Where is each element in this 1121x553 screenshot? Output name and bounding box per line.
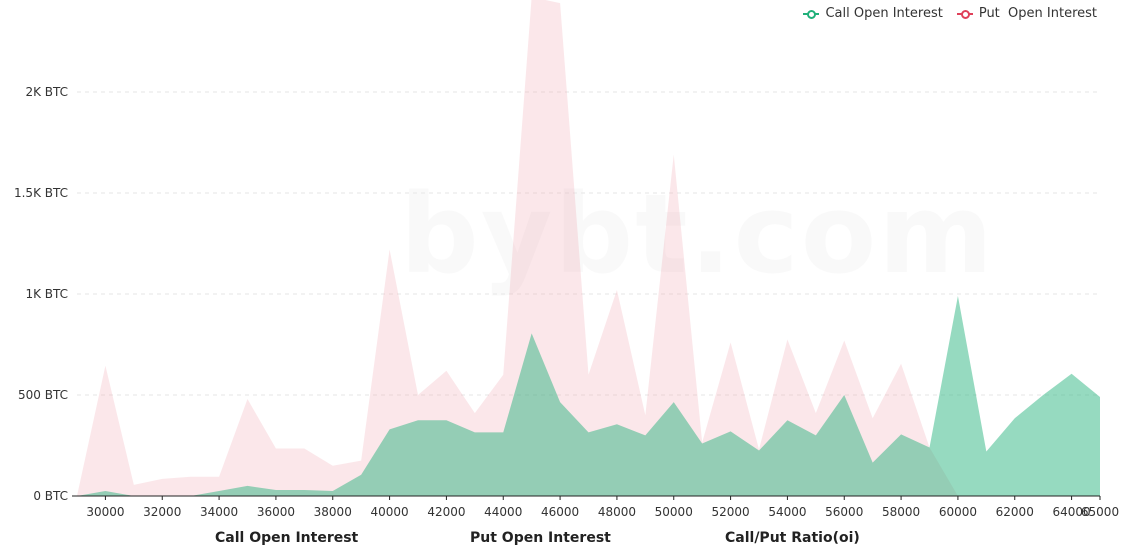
legend-label-call: Call Open Interest xyxy=(825,6,943,21)
x-tick-label: 60000 xyxy=(939,505,977,519)
x-tick-label: 56000 xyxy=(825,505,863,519)
legend-item-call[interactable]: Call Open Interest xyxy=(803,6,943,21)
x-tick-label: 64000 xyxy=(1052,505,1090,519)
x-tick-label: 44000 xyxy=(484,505,522,519)
x-tick-label: 50000 xyxy=(655,505,693,519)
chart-tabs: Call Open Interest Put Open Interest Cal… xyxy=(0,530,1121,552)
x-tick-label: 52000 xyxy=(711,505,749,519)
x-tick-label: 46000 xyxy=(541,505,579,519)
x-tick-label: 38000 xyxy=(314,505,352,519)
x-tick-label: 32000 xyxy=(143,505,181,519)
x-tick-label: 40000 xyxy=(370,505,408,519)
y-tick-label: 1.5K BTC xyxy=(14,186,68,200)
x-tick-label: 34000 xyxy=(200,505,238,519)
x-tick-label: 62000 xyxy=(996,505,1034,519)
x-tick-label: 54000 xyxy=(768,505,806,519)
y-tick-label: 1K BTC xyxy=(25,287,68,301)
legend-label-put: Put Open Interest xyxy=(978,6,1097,21)
x-tick-label: 48000 xyxy=(598,505,636,519)
series-area-call xyxy=(77,296,1100,496)
x-tick-label: 36000 xyxy=(257,505,295,519)
y-tick-label: 0 BTC xyxy=(33,489,68,503)
x-tick-label: 58000 xyxy=(882,505,920,519)
series-area-put xyxy=(77,0,1100,496)
x-tick-label: 42000 xyxy=(427,505,465,519)
y-tick-label: 2K BTC xyxy=(25,85,68,99)
tab-put-open-interest[interactable]: Put Open Interest xyxy=(470,530,611,546)
legend-item-put[interactable]: Put Open Interest xyxy=(956,6,1097,21)
legend-marker-call-icon xyxy=(803,9,820,19)
x-tick-label: 30000 xyxy=(86,505,124,519)
tab-call-open-interest[interactable]: Call Open Interest xyxy=(215,530,359,546)
legend-marker-put-icon xyxy=(956,9,973,19)
legend: Call Open Interest Put Open Interest xyxy=(803,6,1097,21)
tab-call-put-ratio[interactable]: Call/Put Ratio(oi) xyxy=(725,530,860,546)
x-tick-label: 65000 xyxy=(1081,505,1119,519)
y-tick-label: 500 BTC xyxy=(18,388,68,402)
